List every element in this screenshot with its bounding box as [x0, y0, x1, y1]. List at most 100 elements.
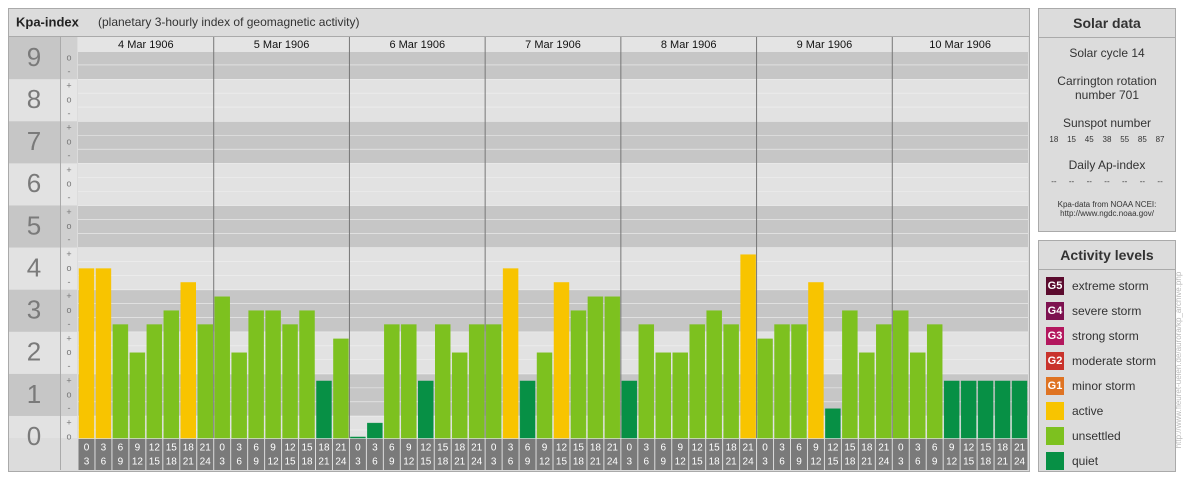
hour-to: 18	[166, 457, 178, 468]
hour-cell	[621, 439, 638, 470]
hour-cell	[383, 439, 400, 470]
hour-to: 18	[437, 457, 449, 468]
hour-from: 21	[471, 443, 483, 454]
hour-cell	[78, 439, 95, 470]
date-strip	[78, 37, 1028, 52]
legend-label: moderate storm	[1072, 353, 1157, 368]
y-minor-label: -	[68, 108, 71, 118]
bar	[655, 352, 671, 439]
hour-to: 15	[420, 457, 432, 468]
hour-to: 18	[844, 457, 856, 468]
hour-cell	[791, 439, 807, 470]
legend-item: G4 severe storm	[1046, 301, 1175, 320]
activity-legend: G5 extreme storm G4 severe storm G3 strong st…	[1039, 276, 1175, 470]
y-axis-band	[9, 331, 60, 374]
hour-to: 9	[932, 457, 938, 468]
y-minor-label: +	[66, 207, 71, 217]
hour-to: 3	[219, 457, 225, 468]
bar	[859, 352, 875, 439]
hour-cell	[977, 439, 994, 470]
hour-from: 9	[949, 443, 955, 454]
hour-from: 9	[270, 443, 276, 454]
y-minor-label: +	[66, 375, 71, 385]
bar	[994, 380, 1011, 439]
hour-from: 15	[844, 443, 856, 454]
ap-value: --	[1104, 177, 1110, 186]
hour-from: 3	[372, 443, 378, 454]
bar	[231, 352, 247, 439]
hour-from: 21	[607, 443, 619, 454]
hour-cell	[638, 439, 655, 470]
y-tick-label: 9	[27, 42, 41, 72]
y-minor-label: -	[68, 403, 71, 413]
bar	[214, 296, 230, 439]
ap-value: --	[1051, 177, 1057, 186]
hour-from: 18	[997, 443, 1009, 454]
hour-to: 24	[471, 457, 483, 468]
hour-cell	[604, 439, 621, 470]
y-band	[78, 415, 1028, 438]
carrington: Carrington rotation number 701	[1057, 74, 1157, 102]
hour-cell	[875, 439, 892, 470]
hour-to: 3	[762, 457, 768, 468]
hour-to: 15	[556, 457, 568, 468]
hour-from: 0	[491, 443, 497, 454]
y-band	[78, 205, 1028, 248]
y-band	[78, 121, 1028, 164]
hour-from: 21	[743, 443, 755, 454]
hour-cell	[943, 439, 960, 470]
date-label: 8 Mar 1906	[661, 39, 717, 51]
hour-to: 12	[946, 457, 958, 468]
hour-cell	[248, 439, 265, 470]
hour-cell	[316, 439, 332, 470]
hour-from: 6	[932, 443, 938, 454]
y-tick-label: 4	[27, 252, 41, 282]
hour-cell	[757, 439, 774, 470]
bar	[1011, 380, 1028, 439]
y-minor-label: -	[68, 66, 71, 76]
y-minor-label: o	[66, 179, 71, 189]
bar	[146, 324, 163, 439]
bar	[926, 324, 943, 439]
y-minor-label: -	[68, 319, 71, 329]
hour-cell	[587, 439, 604, 470]
y-tick-label: 0	[27, 421, 41, 451]
sunspot-value: 55	[1120, 135, 1130, 144]
y-minor-label: +	[66, 333, 71, 343]
hour-to: 21	[590, 457, 602, 468]
legend-swatch: G3	[1046, 326, 1064, 345]
y-axis-band	[9, 247, 60, 290]
bar	[774, 324, 790, 439]
hour-cell	[451, 439, 468, 470]
solar-panel: Solar data Solar cycle 14 Carrington rot…	[1038, 8, 1176, 232]
hour-to: 21	[726, 457, 738, 468]
hour-from: 3	[508, 443, 514, 454]
bar	[604, 296, 621, 439]
hour-cell	[960, 439, 977, 470]
hour-cell	[536, 439, 553, 470]
bar	[808, 282, 824, 439]
hour-cell	[214, 439, 231, 470]
hour-to: 24	[607, 457, 619, 468]
legend-item: G1 minor storm	[1046, 376, 1175, 395]
bar	[384, 324, 400, 439]
date-label: 10 Mar 1906	[929, 39, 991, 51]
hour-cell	[197, 439, 214, 470]
hour-from: 12	[149, 443, 161, 454]
bar	[536, 352, 553, 439]
hour-cell	[434, 439, 451, 470]
hour-to: 21	[861, 457, 873, 468]
legend-swatch	[1046, 451, 1064, 470]
y-minor-label: -	[68, 151, 71, 161]
bar	[893, 310, 909, 439]
y-axis-band	[9, 289, 60, 332]
hour-to: 9	[660, 457, 666, 468]
hour-from: 3	[644, 443, 650, 454]
y-axis-band	[9, 373, 60, 416]
bar	[197, 324, 213, 439]
hour-from: 18	[726, 443, 738, 454]
y-tick-label: 2	[27, 337, 41, 367]
y-minor-label: o	[66, 305, 71, 315]
legend-item: quiet	[1046, 451, 1175, 470]
hour-cell	[349, 439, 366, 470]
